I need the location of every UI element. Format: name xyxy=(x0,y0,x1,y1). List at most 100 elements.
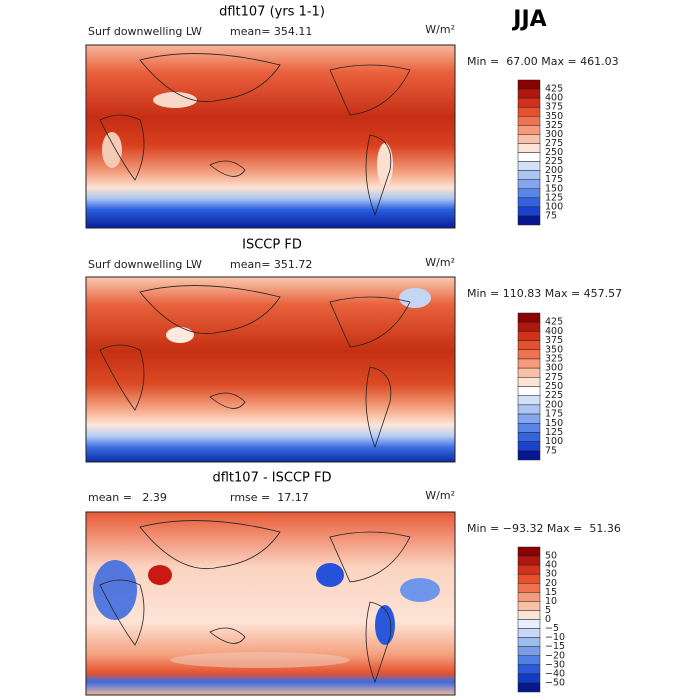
colorbar-label: 100 xyxy=(545,201,563,212)
colorbar-label: −30 xyxy=(545,659,565,670)
colorbar-box xyxy=(517,106,541,117)
map-panel-3 xyxy=(85,511,456,696)
colorbar-label: 375 xyxy=(545,102,563,113)
panel-title: ISCCP FD xyxy=(242,238,302,253)
colorbar-label: −5 xyxy=(545,623,559,634)
colorbar-box xyxy=(517,423,541,433)
map-panel-1 xyxy=(85,44,456,229)
colorbar-box xyxy=(517,673,541,684)
colorbar-box xyxy=(517,331,541,341)
stat-label: mean= 354.11 xyxy=(230,25,312,38)
colorbar-box xyxy=(517,404,541,415)
annotations: dflt107 (yrs 1-1) Surf downwelling LW mean… xyxy=(88,5,622,693)
colorbar-box xyxy=(517,377,541,387)
colorbar-label: 350 xyxy=(545,344,563,355)
colorbar-box xyxy=(517,215,541,226)
range-label: Min = −93.32 Max = 51.36 xyxy=(467,522,621,535)
colorbar-box xyxy=(517,88,541,99)
colorbar-box xyxy=(517,610,541,620)
colorbar-label: 350 xyxy=(545,111,563,122)
colorbar-box xyxy=(517,646,541,656)
colorbar-label: −20 xyxy=(545,650,565,661)
map-panel-2 xyxy=(85,276,456,463)
colorbar-label: 400 xyxy=(545,93,563,104)
colorbar-label: 325 xyxy=(545,353,563,364)
colorbar-label: 50 xyxy=(545,551,557,562)
colorbar-box xyxy=(517,546,541,557)
panel-title: dflt107 (yrs 1-1) xyxy=(219,5,325,20)
units-label: W/m² xyxy=(425,489,455,502)
colorbar-box xyxy=(517,125,541,135)
colorbar-label: 75 xyxy=(545,210,557,221)
left-label: Surf downwelling LW xyxy=(88,25,202,38)
colorbar-box xyxy=(517,116,541,126)
colorbar-label: 200 xyxy=(545,165,563,176)
range-label: Min = 67.00 Max = 461.03 xyxy=(467,55,619,68)
colorbar-label: 250 xyxy=(545,381,563,392)
colorbar-label: 250 xyxy=(545,147,563,158)
colorbar-box xyxy=(517,179,541,189)
colorbar-box xyxy=(517,321,541,332)
colorbar-label: 175 xyxy=(545,409,563,420)
units-label: W/m² xyxy=(425,23,455,36)
colorbar-label: −40 xyxy=(545,668,565,679)
colorbar-label: 375 xyxy=(545,335,563,346)
colorbar-box xyxy=(517,134,541,144)
colorbar-box xyxy=(517,450,541,461)
colorbar-label: 225 xyxy=(545,156,563,167)
colorbar-box xyxy=(517,358,541,369)
colorbar-box xyxy=(517,619,541,629)
colorbar-label: 0 xyxy=(545,614,551,625)
colorbar-box xyxy=(517,655,541,666)
stat-label: mean= 351.72 xyxy=(230,258,312,271)
colorbar-label: 150 xyxy=(545,418,563,429)
colorbar-box xyxy=(517,170,541,180)
colorbar-box xyxy=(517,413,541,424)
stat-label: rmse = 17.17 xyxy=(230,491,309,504)
colorbar-box xyxy=(517,79,541,90)
colorbar-label: −10 xyxy=(545,632,565,643)
colorbar-box xyxy=(517,573,541,584)
colorbar-label: 300 xyxy=(545,129,563,140)
colorbar-label: 40 xyxy=(545,560,557,571)
colorbar-label: 275 xyxy=(545,138,563,149)
colorbar-box xyxy=(517,637,541,647)
colorbar-box xyxy=(517,432,541,442)
colorbar-box xyxy=(517,349,541,360)
colorbar-label: 5 xyxy=(545,605,551,616)
colorbar-label: −50 xyxy=(545,677,565,688)
range-label: Min = 110.83 Max = 457.57 xyxy=(467,287,622,300)
colorbar-box xyxy=(517,441,541,452)
colorbar-label: 150 xyxy=(545,183,563,194)
colorbar-box xyxy=(517,143,541,153)
colorbar-label: 300 xyxy=(545,363,563,374)
colorbar-label: 325 xyxy=(545,120,563,131)
colorbar-label: 75 xyxy=(545,445,557,456)
colorbar-box xyxy=(517,97,541,108)
left-label: mean = 2.39 xyxy=(88,491,167,504)
colorbar-box xyxy=(517,628,541,638)
colorbar-label: −15 xyxy=(545,641,565,652)
colorbar-label: 200 xyxy=(545,399,563,410)
colorbar-label: 275 xyxy=(545,372,563,383)
panel-title: dflt107 - ISCCP FD xyxy=(212,471,331,486)
colorbar-box xyxy=(517,386,541,396)
colorbar-box xyxy=(517,152,541,162)
colorbar-label: 100 xyxy=(545,436,563,447)
colorbar-label: 20 xyxy=(545,578,557,589)
colorbar-box xyxy=(517,312,541,323)
colorbar-box xyxy=(517,206,541,217)
colorbar-label: 400 xyxy=(545,326,563,337)
colorbar-label: 425 xyxy=(545,84,563,95)
colorbar-label: 125 xyxy=(545,427,563,438)
colorbar-box xyxy=(517,592,541,602)
colorbar-box xyxy=(517,601,541,611)
colorbar-box xyxy=(517,340,541,350)
colorbar-label: 175 xyxy=(545,174,563,185)
colorbar-box xyxy=(517,188,541,199)
left-label: Surf downwelling LW xyxy=(88,258,202,271)
colorbar-label: 30 xyxy=(545,569,557,580)
colorbar-box xyxy=(517,583,541,593)
colorbar-label: 10 xyxy=(545,596,557,607)
